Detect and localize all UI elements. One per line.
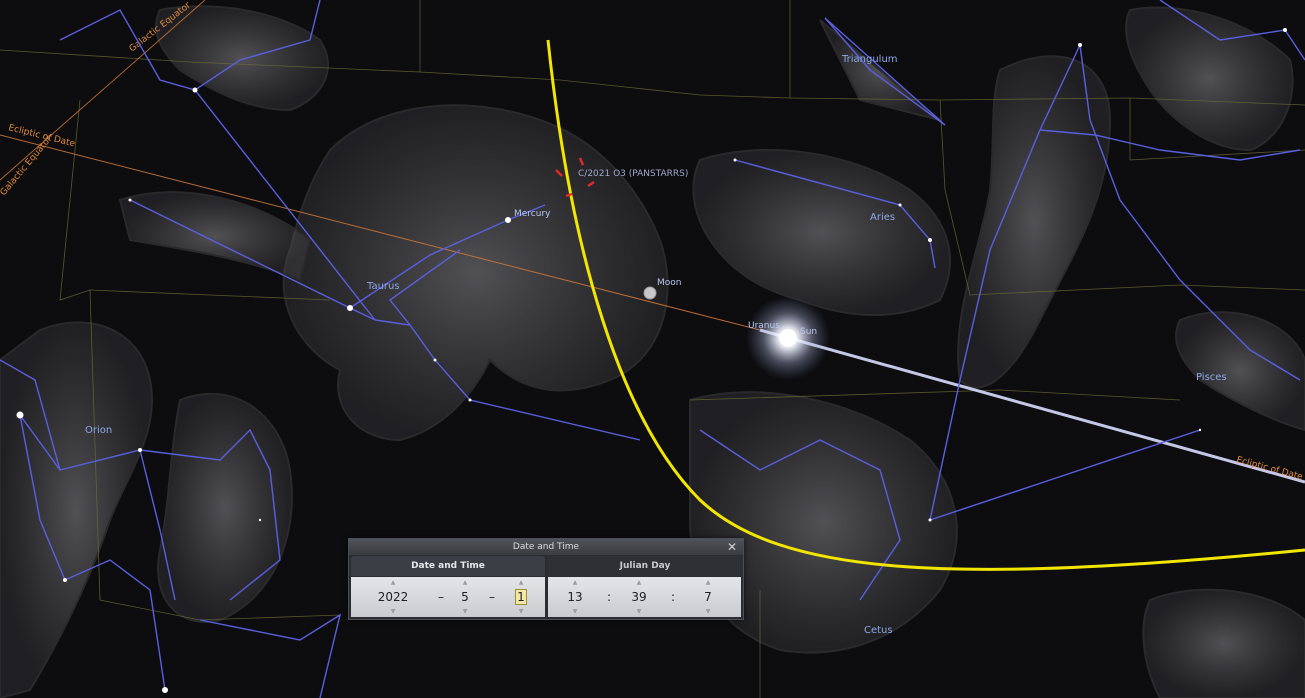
tab-date-and-time[interactable]: Date and Time	[351, 556, 545, 576]
day-down-arrow-icon[interactable]: ▼	[518, 608, 524, 615]
galactic-equator-line	[0, 0, 206, 181]
moon-label[interactable]: Moon	[657, 278, 681, 288]
date-separator: –	[489, 590, 495, 604]
mercury-label[interactable]: Mercury	[514, 209, 551, 219]
orion-label: Orion	[85, 425, 112, 436]
minute-value[interactable]: 39	[631, 590, 647, 604]
second-down-arrow-icon[interactable]: ▼	[705, 608, 711, 615]
hour-value[interactable]: 13	[567, 590, 583, 604]
second-value[interactable]: 7	[704, 590, 712, 604]
year-spinbox[interactable]: ▲ 2022 ▼	[373, 577, 413, 617]
year-value[interactable]: 2022	[377, 590, 409, 604]
date-panel: ▲ 2022 ▼ – ▲ 5 ▼ – ▲ 1 ▼	[351, 577, 545, 617]
day-up-arrow-icon[interactable]: ▲	[518, 579, 524, 586]
time-separator: :	[670, 590, 676, 604]
month-spinbox[interactable]: ▲ 5 ▼	[453, 577, 477, 617]
second-up-arrow-icon[interactable]: ▲	[705, 579, 711, 586]
moon-object[interactable]	[643, 286, 657, 300]
ecliptic-line	[0, 134, 1305, 484]
constellation-artwork	[0, 5, 1305, 698]
year-down-arrow-icon[interactable]: ▼	[390, 608, 396, 615]
minute-spinbox[interactable]: ▲ 39 ▼	[626, 577, 652, 617]
month-up-arrow-icon[interactable]: ▲	[462, 579, 468, 586]
aries-label: Aries	[870, 212, 895, 223]
galactic-equator-label-left: Galactic Equator	[0, 134, 54, 198]
second-spinbox[interactable]: ▲ 7 ▼	[696, 577, 720, 617]
close-icon[interactable]: ✕	[726, 540, 738, 554]
stars	[16, 28, 1287, 693]
year-up-arrow-icon[interactable]: ▲	[390, 579, 396, 586]
taurus-label: Taurus	[366, 281, 400, 292]
sun-object[interactable]	[779, 329, 797, 347]
tab-julian-day[interactable]: Julian Day	[548, 556, 742, 576]
day-spinbox[interactable]: ▲ 1 ▼	[509, 577, 533, 617]
cetus-label: Cetus	[864, 625, 893, 636]
hour-spinbox[interactable]: ▲ 13 ▼	[562, 577, 588, 617]
dialog-titlebar[interactable]: Date and Time ✕	[349, 539, 743, 555]
month-down-arrow-icon[interactable]: ▼	[462, 608, 468, 615]
minute-up-arrow-icon[interactable]: ▲	[636, 579, 642, 586]
hour-up-arrow-icon[interactable]: ▲	[572, 579, 578, 586]
minute-down-arrow-icon[interactable]: ▼	[636, 608, 642, 615]
date-separator: –	[438, 590, 444, 604]
hour-down-arrow-icon[interactable]: ▼	[572, 608, 578, 615]
uranus-label[interactable]: Uranus	[748, 321, 780, 331]
time-panel: ▲ 13 ▼ : ▲ 39 ▼ : ▲ 7 ▼	[548, 577, 741, 617]
date-time-dialog: Date and Time ✕ Date and Time Julian Day…	[348, 538, 744, 620]
comet-label[interactable]: C/2021 O3 (PANSTARRS)	[578, 169, 688, 179]
month-value[interactable]: 5	[461, 590, 469, 604]
comet-orbit-path	[546, 39, 1305, 571]
sun-label[interactable]: Sun	[800, 327, 817, 337]
dialog-title: Date and Time	[512, 542, 580, 552]
day-value[interactable]: 1	[509, 588, 533, 606]
pisces-label: Pisces	[1196, 372, 1227, 383]
ecliptic-label-right: Ecliptic of Date	[1235, 455, 1304, 482]
triangulum-label: Triangulum	[841, 54, 898, 65]
comet-selection-marker[interactable]	[555, 157, 595, 198]
day-value-text[interactable]: 1	[515, 589, 527, 605]
time-separator: :	[606, 590, 612, 604]
